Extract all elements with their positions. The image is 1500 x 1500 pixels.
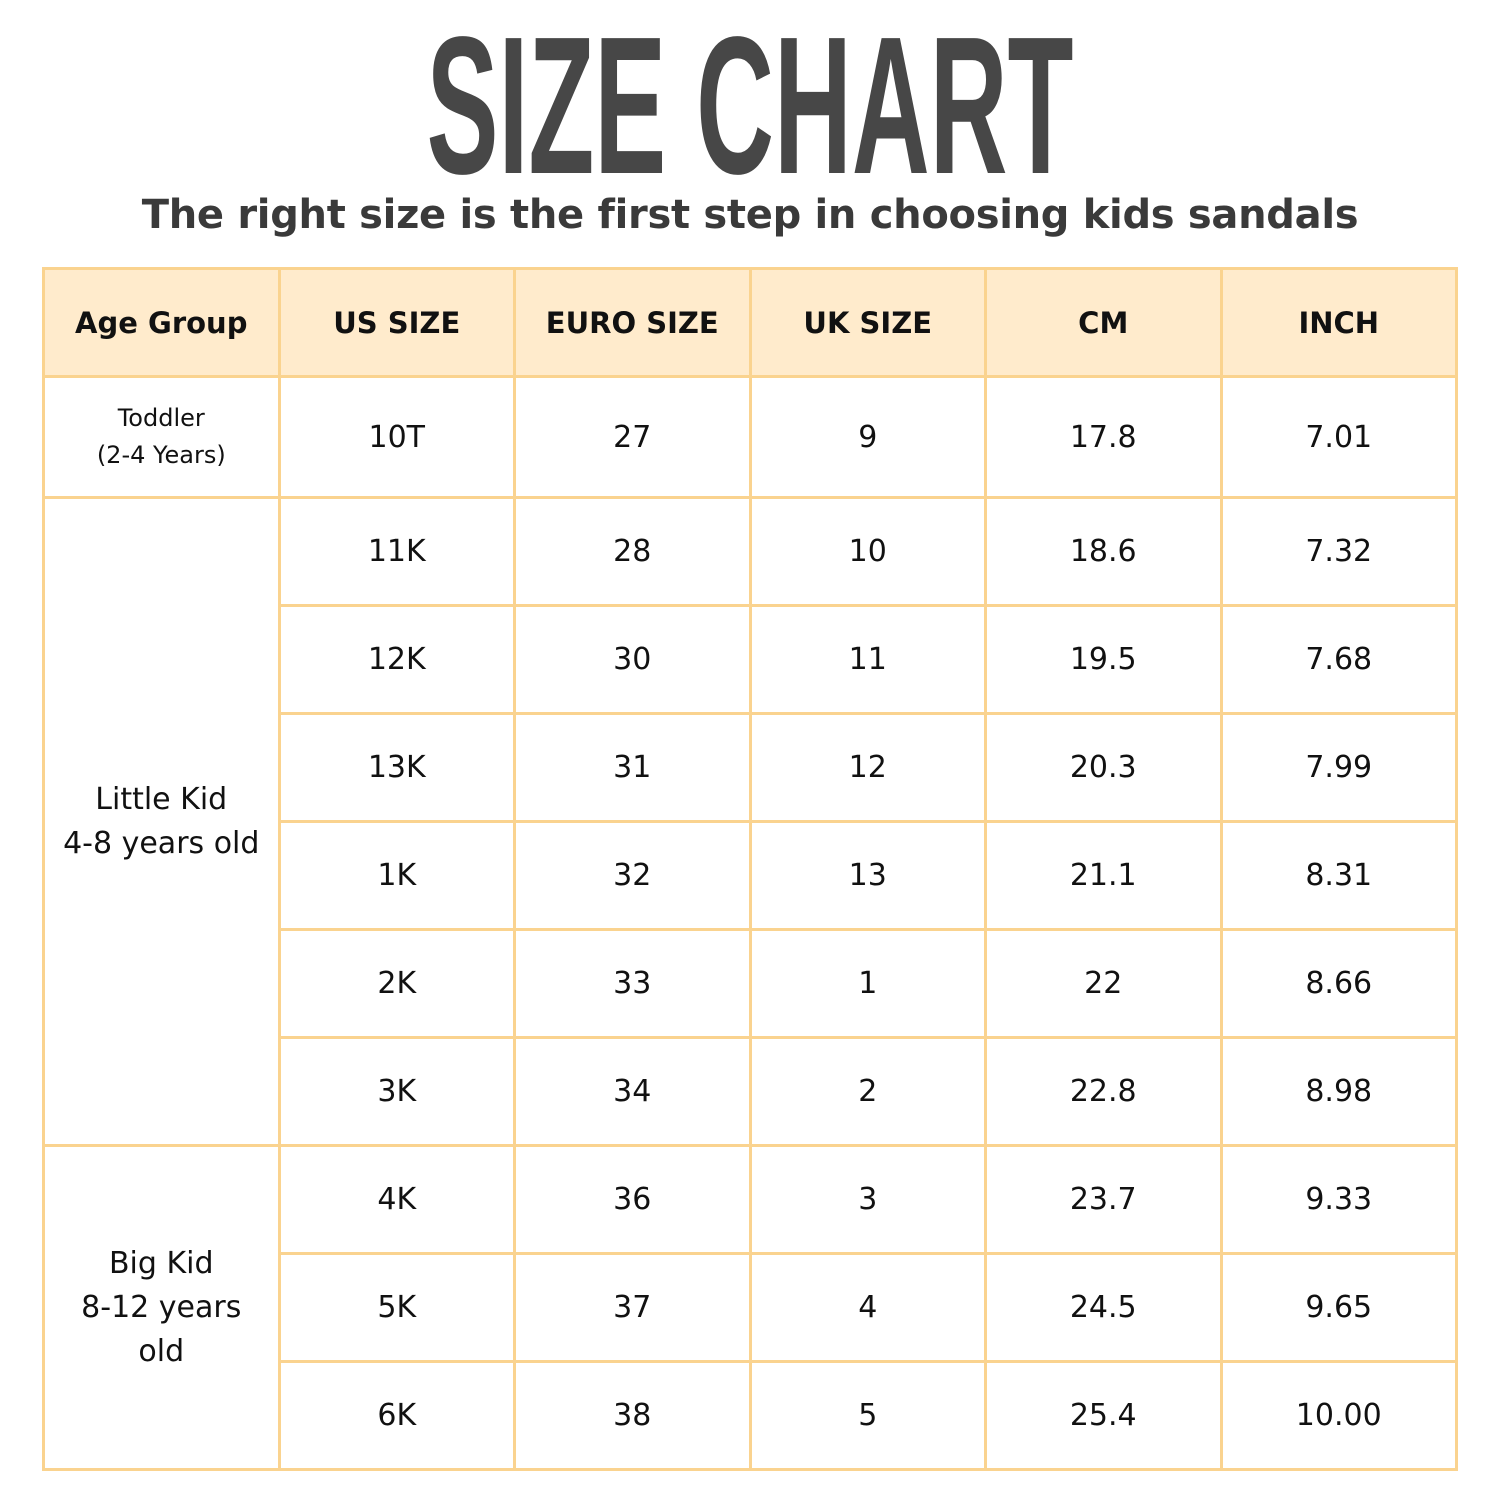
table-cell: 10 xyxy=(748,496,987,607)
table-cell: 2K xyxy=(277,928,516,1039)
table-cell: 36 xyxy=(513,1144,752,1255)
age-group-cell: Big Kid 8-12 years old xyxy=(42,1144,281,1471)
table-cell: 25.4 xyxy=(984,1360,1223,1471)
table-cell: 1K xyxy=(277,820,516,931)
column-header: EURO SIZE xyxy=(513,267,752,378)
page-title: SIZE CHART xyxy=(0,8,1500,204)
table-cell: 9 xyxy=(748,375,987,499)
table-cell: 12 xyxy=(748,712,987,823)
table-cell: 12K xyxy=(277,604,516,715)
table-cell: 21.1 xyxy=(984,820,1223,931)
table-cell: 5K xyxy=(277,1252,516,1363)
table-cell: 10.00 xyxy=(1219,1360,1458,1471)
table-cell: 13 xyxy=(748,820,987,931)
table-cell: 9.65 xyxy=(1219,1252,1458,1363)
column-header: CM xyxy=(984,267,1223,378)
age-group-label-line: Toddler xyxy=(117,404,205,432)
table-cell: 30 xyxy=(513,604,752,715)
table-cell: 1 xyxy=(748,928,987,1039)
age-group-label-line: 8-12 years xyxy=(81,1289,242,1325)
title-text: SIZE CHART xyxy=(426,0,1074,215)
table-cell: 22.8 xyxy=(984,1036,1223,1147)
table-cell: 38 xyxy=(513,1360,752,1471)
table-cell: 22 xyxy=(984,928,1223,1039)
table-row: Little Kid 4-8 years old 11K 28 10 18.6 7.32 xyxy=(42,496,1458,1147)
age-group-label-line: old xyxy=(138,1333,185,1369)
table-cell: 10T xyxy=(277,375,516,499)
age-group-cell: Little Kid 4-8 years old xyxy=(42,496,281,1147)
table-cell: 7.32 xyxy=(1219,496,1458,607)
age-group-cell: Toddler (2-4 Years) xyxy=(42,375,281,499)
table-row: 6K 38 5 25.4 10.00 xyxy=(44,1360,1458,1471)
table-cell: 27 xyxy=(513,375,752,499)
age-group-label-line: 4-8 years old xyxy=(63,825,260,861)
table-cell: 23.7 xyxy=(984,1144,1223,1255)
table-cell: 20.3 xyxy=(984,712,1223,823)
table-cell: 8.31 xyxy=(1219,820,1458,931)
table-cell: 13K xyxy=(277,712,516,823)
table-cell: 17.8 xyxy=(984,375,1223,499)
table-cell: 3 xyxy=(748,1144,987,1255)
age-group-label-line: Big Kid xyxy=(108,1245,214,1281)
table-row: 1K 32 13 21.1 8.31 xyxy=(44,820,1458,931)
column-header: INCH xyxy=(1219,267,1458,378)
subtitle: The right size is the first step in choo… xyxy=(141,192,1359,238)
table-cell: 4 xyxy=(748,1252,987,1363)
table-row: 13K 31 12 20.3 7.99 xyxy=(44,712,1458,823)
table-row: 3K 34 2 22.8 8.98 xyxy=(44,1036,1458,1147)
table-cell: 8.66 xyxy=(1219,928,1458,1039)
header-row: Age Group US SIZE EURO SIZE UK SIZE CM INCH xyxy=(42,267,1458,378)
table-cell: 4K xyxy=(277,1144,516,1255)
column-header: US SIZE xyxy=(277,267,516,378)
table-row: 2K 33 1 22 8.66 xyxy=(44,928,1458,1039)
table-cell: 2 xyxy=(748,1036,987,1147)
table-cell: 7.99 xyxy=(1219,712,1458,823)
table-cell: 5 xyxy=(748,1360,987,1471)
size-chart-table: Age Group US SIZE EURO SIZE UK SIZE CM INCH T… xyxy=(42,267,1458,1471)
table-cell: 28 xyxy=(513,496,752,607)
column-header: UK SIZE xyxy=(748,267,987,378)
table-cell: 32 xyxy=(513,820,752,931)
table-cell: 3K xyxy=(277,1036,516,1147)
table-cell: 6K xyxy=(277,1360,516,1471)
table-cell: 34 xyxy=(513,1036,752,1147)
table-row: 5K 37 4 24.5 9.65 xyxy=(44,1252,1458,1363)
table-row: Toddler (2-4 Years) 10T 27 9 17.8 7.01 xyxy=(42,375,1458,499)
table-cell: 31 xyxy=(513,712,752,823)
table-cell: 7.68 xyxy=(1219,604,1458,715)
age-group-label-line: Little Kid xyxy=(95,781,228,817)
table-row: 12K 30 11 19.5 7.68 xyxy=(44,604,1458,715)
table-cell: 18.6 xyxy=(984,496,1223,607)
table-cell: 11K xyxy=(277,496,516,607)
column-header: Age Group xyxy=(42,267,281,378)
table-cell: 11 xyxy=(748,604,987,715)
table-cell: 9.33 xyxy=(1219,1144,1458,1255)
table-cell: 19.5 xyxy=(984,604,1223,715)
table-cell: 24.5 xyxy=(984,1252,1223,1363)
table-cell: 7.01 xyxy=(1219,375,1458,499)
table-cell: 37 xyxy=(513,1252,752,1363)
age-group-label-line: (2-4 Years) xyxy=(96,441,226,469)
table-row: Big Kid 8-12 years old 4K 36 3 23.7 9.33 xyxy=(42,1144,1458,1471)
table-cell: 33 xyxy=(513,928,752,1039)
table-cell: 8.98 xyxy=(1219,1036,1458,1147)
